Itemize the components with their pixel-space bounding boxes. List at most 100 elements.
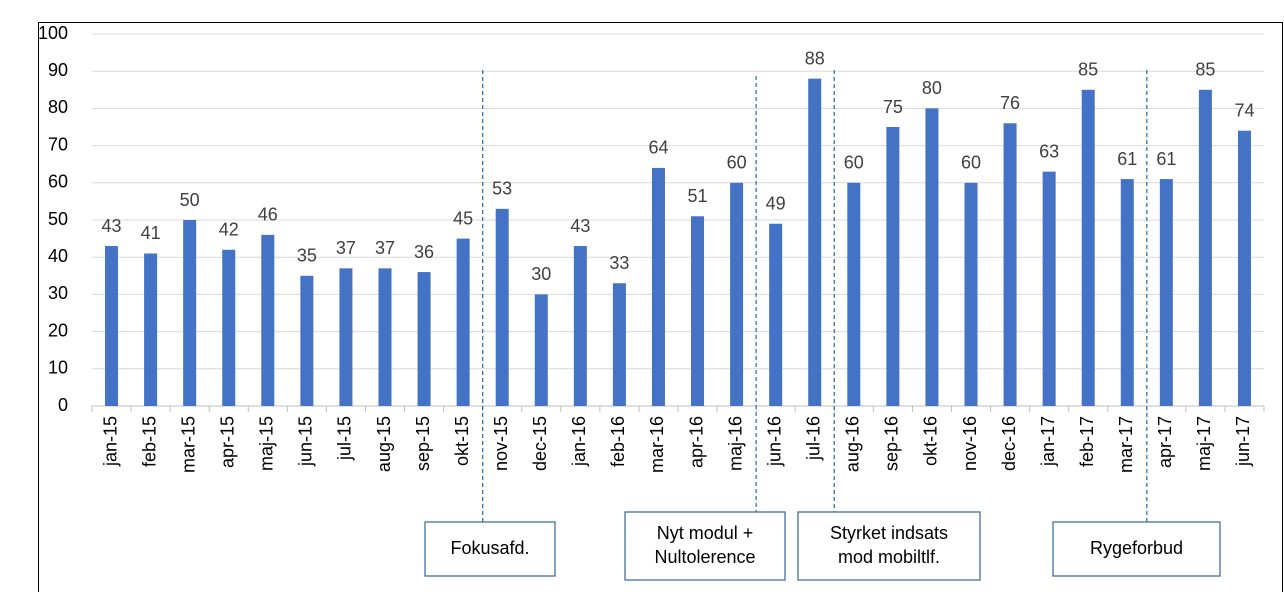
bar — [847, 182, 861, 406]
annotation-text: Styrket indsats — [830, 523, 948, 543]
y-tick-label: 100 — [38, 23, 68, 43]
data-label: 85 — [1195, 60, 1215, 80]
bar — [925, 108, 939, 407]
data-label: 35 — [297, 246, 317, 266]
data-label: 61 — [1117, 149, 1137, 169]
x-tick-label: dec-16 — [999, 416, 1019, 471]
data-label: 50 — [180, 190, 200, 210]
x-tick-label: aug-16 — [843, 416, 863, 472]
x-tick-label: nov-16 — [960, 416, 980, 471]
x-tick-label: jul-16 — [803, 416, 823, 461]
bar — [573, 246, 587, 406]
bar — [339, 268, 353, 406]
y-tick-label: 20 — [48, 320, 68, 340]
bar — [105, 246, 119, 406]
bar — [769, 223, 783, 406]
annotation-text: Fokusafd. — [450, 538, 529, 558]
bar — [691, 216, 705, 406]
x-tick-label: jun-17 — [1233, 416, 1253, 467]
data-label: 60 — [844, 153, 864, 173]
data-label: 43 — [570, 216, 590, 236]
y-tick-label: 50 — [48, 209, 68, 229]
y-tick-label: 80 — [48, 97, 68, 117]
y-tick-label: 0 — [58, 395, 68, 415]
data-label: 46 — [258, 205, 278, 225]
x-tick-label: jul-15 — [335, 416, 355, 461]
bar — [1237, 130, 1251, 406]
x-tick-label: okt-15 — [452, 416, 472, 466]
data-label: 85 — [1078, 60, 1098, 80]
x-tick-label: jan-17 — [1038, 416, 1058, 467]
x-tick-label: jan-16 — [569, 416, 589, 467]
x-tick-label: apr-17 — [1155, 416, 1175, 468]
bar — [300, 275, 314, 406]
bar — [495, 208, 509, 406]
y-tick-label: 30 — [48, 283, 68, 303]
x-tick-label: nov-15 — [491, 416, 511, 471]
y-tick-label: 90 — [48, 60, 68, 80]
x-tick-label: sep-16 — [882, 416, 902, 471]
x-tick-label: dec-15 — [530, 416, 550, 471]
annotation-box — [1052, 521, 1221, 577]
data-label: 74 — [1234, 100, 1254, 120]
data-label: 49 — [766, 193, 786, 213]
x-tick-label: jun-16 — [764, 416, 784, 467]
chart-frame — [38, 22, 1283, 592]
bar — [964, 182, 978, 406]
bar — [651, 167, 665, 406]
bar — [1081, 89, 1095, 407]
bar — [1159, 179, 1173, 406]
data-label: 76 — [1000, 93, 1020, 113]
y-tick-label: 70 — [48, 134, 68, 154]
data-label: 41 — [141, 223, 161, 243]
bar — [534, 294, 548, 406]
x-tick-label: okt-16 — [921, 416, 941, 466]
bar — [378, 268, 392, 406]
data-label: 88 — [805, 48, 825, 68]
bar — [144, 253, 158, 406]
y-tick-label: 40 — [48, 246, 68, 266]
y-tick-label: 60 — [48, 172, 68, 192]
data-label: 63 — [1039, 141, 1059, 161]
bar — [1120, 179, 1134, 406]
bar — [183, 220, 197, 406]
data-label: 75 — [883, 97, 903, 117]
data-label: 45 — [453, 208, 473, 228]
data-label: 37 — [375, 238, 395, 258]
x-tick-label: feb-17 — [1077, 416, 1097, 467]
data-label: 60 — [727, 153, 747, 173]
annotation-text: Rygeforbud — [1090, 538, 1183, 558]
x-tick-label: maj-17 — [1194, 416, 1214, 471]
x-tick-label: maj-15 — [257, 416, 277, 471]
data-label: 64 — [648, 138, 668, 158]
data-label: 30 — [531, 264, 551, 284]
y-tick-label: 10 — [48, 358, 68, 378]
annotation-text: mod mobiltlf. — [838, 547, 940, 567]
data-label: 43 — [102, 216, 122, 236]
data-label: 37 — [336, 238, 356, 258]
bar — [612, 283, 626, 406]
bar — [730, 182, 744, 406]
data-label: 33 — [609, 253, 629, 273]
annotation-box — [424, 521, 556, 577]
x-tick-label: jan-15 — [100, 416, 120, 467]
data-label: 60 — [961, 153, 981, 173]
x-tick-label: aug-15 — [374, 416, 394, 472]
bar — [808, 78, 822, 406]
annotation-text: Nyt modul + — [657, 523, 754, 543]
data-label: 51 — [688, 186, 708, 206]
bar — [261, 234, 275, 406]
bar — [1003, 123, 1017, 406]
annotation-box — [624, 511, 786, 581]
bar — [417, 272, 431, 406]
x-tick-label: apr-16 — [686, 416, 706, 468]
x-tick-label: mar-15 — [178, 416, 198, 473]
bar — [1198, 89, 1212, 407]
x-tick-label: maj-16 — [725, 416, 745, 471]
bar — [886, 127, 900, 406]
data-label: 53 — [492, 179, 512, 199]
annotation-text: Nultolerence — [654, 547, 755, 567]
x-tick-label: feb-15 — [139, 416, 159, 467]
data-label: 42 — [219, 220, 239, 240]
